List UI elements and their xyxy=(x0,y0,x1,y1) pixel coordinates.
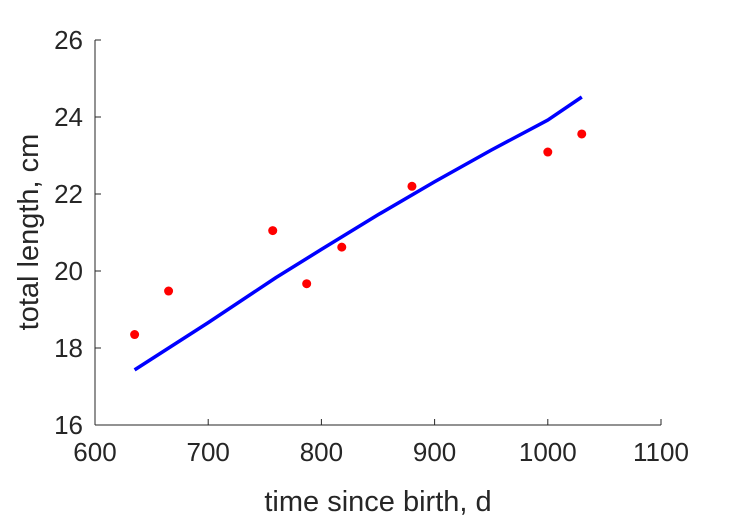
x-tick-label: 1100 xyxy=(633,437,689,467)
data-point xyxy=(164,286,174,296)
axes xyxy=(94,40,661,426)
y-tick-label: 24 xyxy=(54,102,83,132)
y-tick-label: 26 xyxy=(54,25,83,55)
series-layer xyxy=(130,95,587,372)
y-ticks: 16 18 20 22 24 26 xyxy=(54,25,101,440)
fit-curve xyxy=(133,95,583,372)
x-axis-label: time since birth, d xyxy=(264,486,491,518)
data-point xyxy=(337,242,347,252)
x-ticks: 600 700 800 900 1000 1100 xyxy=(73,419,689,467)
data-point xyxy=(543,147,553,157)
x-tick-label: 900 xyxy=(413,437,456,467)
y-tick-label: 20 xyxy=(54,256,83,286)
x-tick-label: 700 xyxy=(187,437,230,467)
x-tick-label: 600 xyxy=(73,437,116,467)
data-point xyxy=(130,330,140,340)
y-axis-label: total length, cm xyxy=(13,134,45,331)
y-tick-label: 22 xyxy=(54,179,83,209)
data-point xyxy=(268,226,278,236)
data-point xyxy=(407,181,417,191)
data-point xyxy=(302,279,312,289)
y-tick-label: 16 xyxy=(54,410,83,440)
x-tick-label: 1000 xyxy=(519,437,577,467)
data-point xyxy=(577,129,587,139)
y-tick-label: 18 xyxy=(54,333,83,363)
x-tick-label: 800 xyxy=(300,437,343,467)
